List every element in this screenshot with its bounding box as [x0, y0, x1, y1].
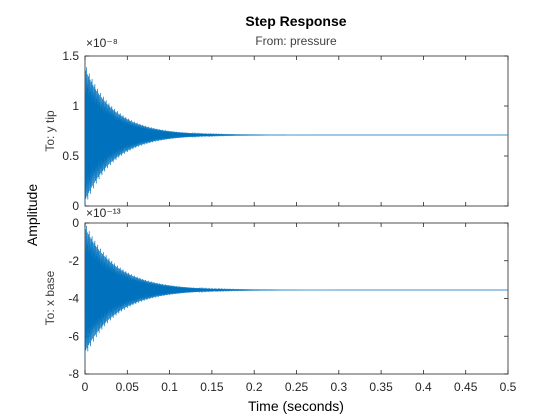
y-tick-label: 0: [72, 216, 79, 230]
x-tick-label: 0: [82, 380, 89, 394]
x-tick-label: 0.3: [330, 380, 347, 394]
y-tick-label: 1: [72, 99, 79, 113]
panel-x-base: -8 -6 -4 -2 0 ×10⁻¹³ To: x base: [43, 206, 509, 381]
y-tick-label: 0.5: [62, 149, 79, 163]
chart-subtitle: From: pressure: [255, 34, 337, 48]
y-tick-label: 1.5: [62, 49, 79, 63]
chart-title: Step Response: [245, 13, 346, 29]
y-exponent-y-tip: ×10⁻⁸: [86, 36, 118, 50]
y-tick-label: -6: [68, 329, 79, 343]
x-tick-label: 0.15: [200, 380, 224, 394]
x-tick-label: 0.2: [246, 380, 263, 394]
row-label-y-tip: To: y tip: [43, 110, 57, 152]
x-tick-label: 0.4: [415, 380, 432, 394]
row-label-x-base: To: x base: [43, 270, 57, 325]
y-axis-label: Amplitude: [24, 184, 40, 246]
y-exponent-x-base: ×10⁻¹³: [86, 206, 121, 220]
x-tick-label: 0.1: [161, 380, 178, 394]
series-line-x-base: [84, 225, 508, 358]
x-tick-label: 0.05: [116, 380, 140, 394]
x-tick-label: 0.35: [369, 380, 393, 394]
x-tick-label: 0.45: [454, 380, 478, 394]
y-tick-label: -8: [68, 367, 79, 381]
x-tick-label: 0.5: [500, 380, 517, 394]
x-axis-ticks: 0 0.05 0.1 0.15 0.2 0.25 0.3 0.35 0.4 0.45 0.5: [82, 380, 517, 394]
series-line-y-tip: [84, 67, 508, 207]
y-tick-label: -2: [68, 254, 79, 268]
y-tick-label: -4: [68, 292, 79, 306]
x-tick-label: 0.25: [285, 380, 309, 394]
y-tick-label: 0: [72, 199, 79, 213]
x-axis-label: Time (seconds): [248, 398, 344, 414]
axes-box-x-base: [84, 222, 509, 375]
panel-y-tip: 0 0.5 1 1.5 ×10⁻⁸ To: y tip: [43, 36, 509, 213]
